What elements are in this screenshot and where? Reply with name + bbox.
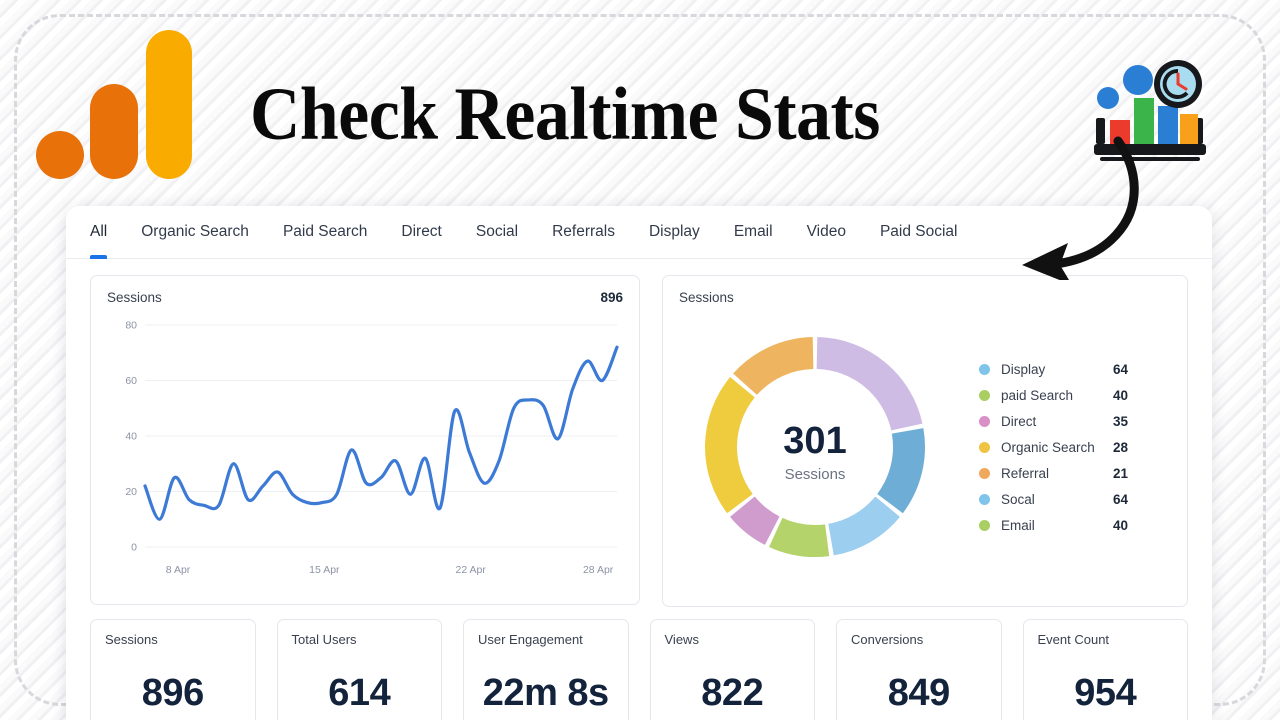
svg-text:20: 20 bbox=[125, 486, 137, 498]
donut-card-header: Sessions bbox=[679, 290, 1171, 305]
donut-segment[interactable] bbox=[816, 337, 923, 431]
tab-email[interactable]: Email bbox=[733, 223, 773, 240]
donut-segment[interactable] bbox=[733, 337, 814, 395]
legend-value: 40 bbox=[1113, 387, 1129, 403]
google-analytics-logo-icon bbox=[36, 30, 192, 179]
tab-video[interactable]: Video bbox=[806, 223, 846, 240]
donut-wrap: 301 Sessions Display 64 paid Search 40 Direc… bbox=[679, 305, 1171, 589]
svg-text:22 Apr: 22 Apr bbox=[456, 564, 487, 576]
tab-paid-search[interactable]: Paid Search bbox=[282, 223, 368, 240]
legend-value: 64 bbox=[1113, 491, 1129, 507]
legend-color-dot bbox=[979, 493, 990, 505]
metric-label: Views bbox=[664, 632, 699, 647]
donut-segment[interactable] bbox=[877, 428, 925, 514]
metric-value: 22m 8s bbox=[482, 672, 609, 714]
charts-row: Sessions 896 0 20 40 60 80 8 Apr 15 Apr 22 Apr… bbox=[66, 259, 1212, 607]
tab-organic-search[interactable]: Organic Search bbox=[141, 223, 249, 240]
tab-bar: All Organic Search Paid Search Direct So… bbox=[66, 206, 1212, 259]
sessions-donut-card: Sessions 301 Sessions Display 64 paid Sear… bbox=[662, 275, 1188, 607]
metric-card-conversions: Conversions 849 bbox=[836, 619, 1002, 720]
donut-center-label: Sessions bbox=[785, 466, 846, 483]
metric-value: 954 bbox=[1074, 672, 1137, 714]
legend-value: 64 bbox=[1113, 361, 1129, 377]
legend-label: Referral bbox=[1001, 465, 1050, 481]
tab-direct[interactable]: Direct bbox=[401, 223, 442, 240]
metric-card-total-users: Total Users 614 bbox=[276, 619, 442, 720]
legend-label: Email bbox=[1001, 517, 1035, 533]
donut-card-title: Sessions bbox=[679, 290, 734, 305]
svg-text:40: 40 bbox=[125, 431, 137, 443]
legend-item[interactable]: Email 40 bbox=[979, 512, 1128, 538]
metric-card-event-count: Event Count 954 bbox=[1022, 619, 1188, 720]
sessions-line-chart-card: Sessions 896 0 20 40 60 80 8 Apr 15 Apr 22 Apr… bbox=[90, 275, 640, 605]
legend-value: 35 bbox=[1113, 413, 1129, 429]
line-card-header: Sessions 896 bbox=[107, 290, 623, 305]
metric-value: 614 bbox=[328, 672, 391, 714]
metric-value: 849 bbox=[887, 672, 950, 714]
legend-color-dot bbox=[979, 519, 990, 531]
tab-social[interactable]: Social bbox=[475, 223, 519, 240]
donut-center-value: 301 bbox=[783, 420, 846, 462]
tab-all[interactable]: All bbox=[90, 206, 108, 259]
metric-value: 896 bbox=[141, 672, 204, 714]
metric-label: Total Users bbox=[291, 632, 357, 647]
tab-display[interactable]: Display bbox=[648, 223, 700, 240]
donut-segment[interactable] bbox=[769, 517, 830, 557]
legend-label: Display bbox=[1001, 361, 1046, 377]
donut-legend: Display 64 paid Search 40 Direct 35 Organic Se… bbox=[979, 356, 1128, 538]
legend-item[interactable]: Referral 21 bbox=[979, 460, 1128, 486]
dashboard-panel: All Organic Search Paid Search Direct So… bbox=[66, 206, 1212, 720]
legend-value: 40 bbox=[1113, 517, 1129, 533]
line-card-total: 896 bbox=[600, 290, 623, 305]
page-title: Check Realtime Stats bbox=[250, 73, 880, 156]
metric-label: Sessions bbox=[105, 632, 158, 647]
line-card-title: Sessions bbox=[107, 290, 162, 305]
header: Check Realtime Stats bbox=[0, 0, 1280, 280]
metric-label: Conversions bbox=[851, 632, 924, 647]
realtime-bar-chart-clock-icon bbox=[1094, 60, 1206, 161]
donut-segment[interactable] bbox=[828, 496, 900, 556]
metrics-row: Sessions 896 Total Users 614 User Engage… bbox=[66, 607, 1212, 720]
legend-item[interactable]: Socal 64 bbox=[979, 486, 1128, 512]
svg-text:80: 80 bbox=[125, 320, 137, 332]
donut-segment[interactable] bbox=[705, 377, 755, 514]
legend-color-dot bbox=[979, 363, 990, 375]
legend-item[interactable]: Organic Search 28 bbox=[979, 434, 1128, 460]
legend-item[interactable]: Display 64 bbox=[979, 356, 1128, 382]
tab-referrals[interactable]: Referrals bbox=[552, 223, 615, 240]
metric-card-views: Views 822 bbox=[649, 619, 815, 720]
metric-label: Event Count bbox=[1037, 632, 1110, 647]
svg-text:60: 60 bbox=[125, 375, 137, 387]
legend-color-dot bbox=[979, 467, 990, 479]
svg-text:8 Apr: 8 Apr bbox=[166, 564, 191, 576]
svg-text:15 Apr: 15 Apr bbox=[309, 564, 340, 576]
legend-color-dot bbox=[979, 389, 990, 401]
legend-label: Socal bbox=[1001, 491, 1035, 507]
svg-text:28 Apr: 28 Apr bbox=[583, 564, 614, 576]
legend-label: Organic Search bbox=[1001, 439, 1095, 455]
metric-card-sessions: Sessions 896 bbox=[90, 619, 256, 720]
legend-label: paid Search bbox=[1001, 387, 1074, 403]
legend-value: 21 bbox=[1113, 465, 1129, 481]
metric-label: User Engagement bbox=[478, 632, 583, 647]
tab-paid-social[interactable]: Paid Social bbox=[879, 223, 958, 240]
svg-text:0: 0 bbox=[131, 542, 137, 554]
sessions-donut-chart: 301 Sessions bbox=[705, 337, 925, 557]
legend-color-dot bbox=[979, 415, 990, 427]
legend-item[interactable]: Direct 35 bbox=[979, 408, 1128, 434]
sessions-series-line bbox=[143, 345, 619, 521]
legend-item[interactable]: paid Search 40 bbox=[979, 382, 1128, 408]
donut-segment[interactable] bbox=[730, 496, 780, 545]
legend-value: 28 bbox=[1113, 439, 1129, 455]
metric-card-user-engagement: User Engagement 22m 8s bbox=[463, 619, 629, 720]
sessions-line-chart: 0 20 40 60 80 8 Apr 15 Apr 22 Apr 28 Apr bbox=[125, 320, 619, 576]
legend-color-dot bbox=[979, 441, 990, 453]
curved-arrow-icon bbox=[1022, 136, 1139, 280]
metric-value: 822 bbox=[701, 672, 764, 714]
legend-label: Direct bbox=[1001, 413, 1037, 429]
